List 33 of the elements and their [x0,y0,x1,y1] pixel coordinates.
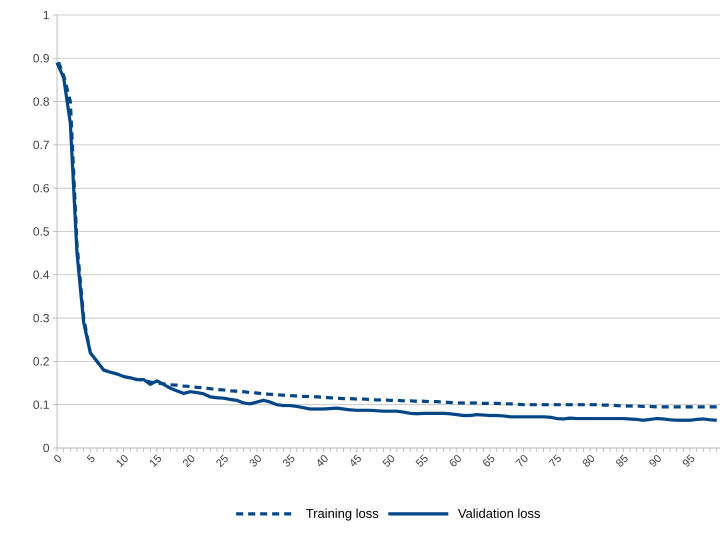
x-tick-label: 45 [350,454,361,466]
x-tick-label: 95 [682,454,694,467]
x-tick-label: 35 [282,454,294,467]
x-tick-label: 0 [54,455,62,462]
x-tick-label: 70 [515,455,528,466]
y-tick-label: 0.6 [33,184,49,192]
legend-label: Training loss [306,508,378,521]
x-tick-label: 55 [416,454,428,467]
y-tick-label: 0.4 [33,270,50,280]
y-tick-label: 0.9 [33,54,49,63]
y-tick-label: 0.7 [33,140,49,150]
x-tick-label: 40 [318,455,328,466]
x-tick-label: 60 [450,455,461,466]
x-tick-label: 20 [182,455,194,468]
x-tick-label: 90 [649,455,661,467]
y-tick-label: 0.2 [33,357,49,366]
y-tick-label: 0.1 [33,400,49,409]
x-tick-label: 50 [382,455,394,467]
x-tick-label: 10 [116,455,128,468]
x-tick-label: 80 [582,455,594,467]
legend-label: Validation loss [458,508,540,518]
x-tick-label: 25 [216,454,228,468]
x-tick-label: 15 [150,454,162,468]
x-tick-label: 85 [616,454,628,467]
y-tick-label: 0 [43,444,50,452]
x-tick-label: 30 [250,455,261,467]
x-tick-label: 65 [483,454,494,466]
x-tick-label: 5 [86,454,94,462]
x-tick-label: 75 [548,454,561,466]
y-tick-label: 0.3 [33,314,49,322]
y-tick-label: 0.8 [33,97,49,106]
y-tick-label: 0.5 [33,227,49,236]
y-tick-label: 1 [44,10,49,20]
